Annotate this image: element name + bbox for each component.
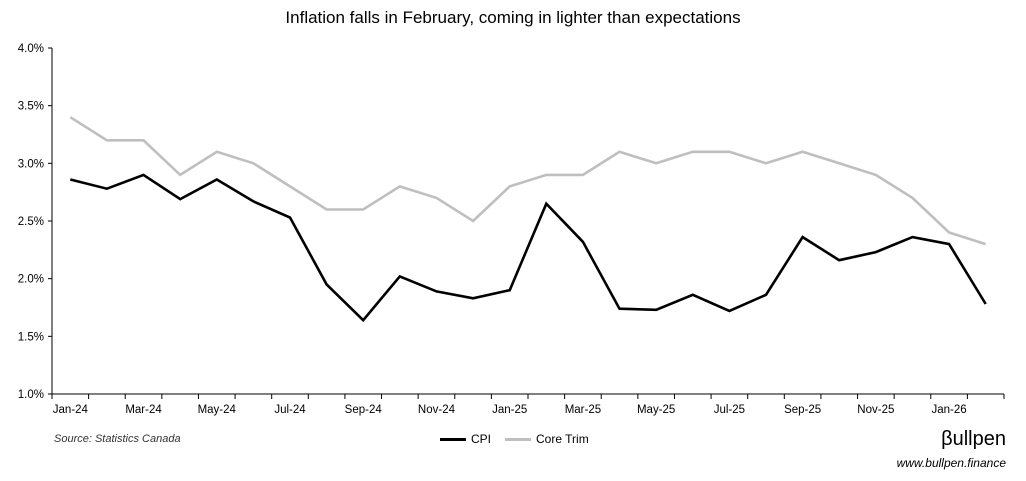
series-line-cpi [69,173,987,323]
y-tick-label: 1.5% [18,331,44,343]
y-tick-label: 2.5% [18,216,44,228]
x-tick-label: Jan-24 [53,404,89,416]
legend-item-core-trim: Core Trim [505,432,589,446]
legend-item-cpi: CPI [440,432,491,446]
series-line-core-trim [69,116,987,246]
y-tick-label: 3.0% [18,158,44,170]
x-tick-label: Jul-24 [274,404,306,416]
brand-url: www.bullpen.finance [896,456,1006,470]
y-tick-label: 3.5% [18,101,44,113]
x-tick-label: Sep-24 [345,404,383,416]
x-tick-label: Jan-26 [931,404,966,416]
x-tick-label: May-25 [637,404,675,416]
legend-swatch-core-trim [505,437,532,441]
y-tick-label: 2.0% [18,274,44,286]
x-tick-label: Jul-25 [714,404,745,416]
source-note: Source: Statistics Canada [54,433,181,445]
x-tick-label: Jan-25 [492,404,527,416]
x-tick-label: Nov-25 [857,404,894,416]
legend-label-core-trim: Core Trim [536,432,589,446]
y-tick-label: 1.0% [18,389,44,401]
y-tick-label: 4.0% [18,43,44,55]
x-tick-label: Sep-25 [784,404,821,416]
chart-title: Inflation falls in February, coming in l… [285,8,740,27]
series-layer [69,116,987,323]
brand-logo: βullpen [941,428,1006,450]
legend: CPI Core Trim [440,432,603,446]
x-tick-label: Mar-25 [565,404,601,416]
legend-swatch-cpi [440,437,466,441]
x-tick-label: Mar-24 [125,404,162,416]
axes: 1.0% 1.5% 2.0% 2.5% 3.0% 3.5% 4.0% Jan-24 Mar-24… [18,43,1005,416]
legend-label-cpi: CPI [471,432,492,446]
x-tick-label: Nov-24 [418,404,456,416]
x-tick-label: May-24 [198,404,237,416]
